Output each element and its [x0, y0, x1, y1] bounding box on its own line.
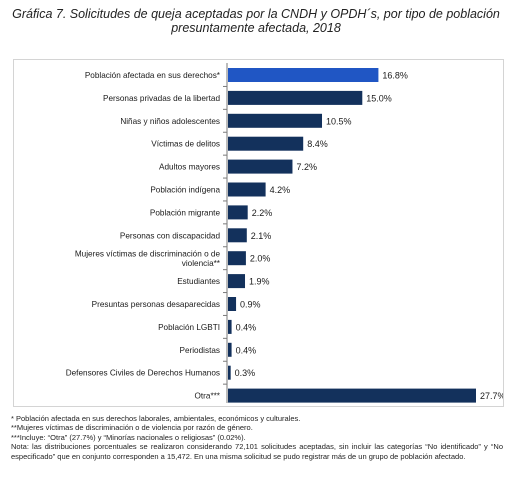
category-label: Otra*** [195, 392, 221, 401]
category-label: Personas privadas de la libertad [103, 94, 220, 103]
value-label: 7.2% [296, 162, 317, 172]
value-label: 0.4% [236, 345, 257, 355]
category-label: Mujeres víctimas de discriminación o de v… [75, 249, 221, 268]
category-label: Población indígena [150, 186, 220, 195]
bar-chart: 16.8% Población afectada en sus derechos*… [66, 63, 503, 403]
value-label: 4.2% [270, 185, 291, 195]
footnote-3: ***Incluye: “Otra” (27.7%) y “Minorías n… [11, 432, 246, 442]
chart-title: Gráfica 7. Solicitudes de queja aceptada… [6, 7, 506, 35]
footnote-note: Nota: las distribuciones porcentuales se… [11, 442, 503, 461]
bar [228, 182, 266, 197]
bar [228, 228, 247, 243]
bar [228, 388, 476, 403]
footnote-1: * Población afectada en sus derechos lab… [11, 414, 301, 423]
value-label: 0.4% [236, 322, 257, 332]
value-label: 2.0% [250, 254, 271, 264]
bar [228, 365, 231, 380]
bar [228, 319, 232, 334]
footnote-2: **Mujeres víctimas de discriminación o d… [11, 423, 253, 433]
category-label: Defensores Civiles de Derechos Humanos [66, 369, 220, 378]
bar [228, 274, 246, 289]
category-label: Población LGBTI [158, 323, 220, 332]
value-label: 10.5% [326, 116, 352, 126]
bar [228, 68, 379, 82]
bar [228, 251, 246, 266]
category-label: Población migrante [150, 208, 221, 217]
bar [228, 297, 237, 311]
value-label: 8.4% [307, 139, 328, 149]
category-label: Adultos mayores [159, 163, 220, 172]
bar [228, 342, 232, 357]
category-label: Población afectada en sus derechos* [85, 71, 221, 80]
bar [228, 113, 323, 128]
category-label: Víctimas de delitos [151, 140, 220, 149]
value-label: 2.1% [251, 231, 272, 241]
value-label: 15.0% [366, 93, 392, 103]
chart-title-line-1: Gráfica 7. Solicitudes de queja aceptada… [12, 7, 500, 21]
value-label: 2.2% [252, 208, 273, 218]
category-label: Presuntas personas desaparecidas [92, 300, 220, 309]
chart-area: 16.8% Población afectada en sus derechos*… [13, 59, 504, 407]
category-label: Personas con discapacidad [120, 231, 221, 240]
bar [228, 205, 248, 220]
value-label: 1.9% [249, 277, 270, 287]
category-label: Niñas y niños adolescentes [120, 117, 220, 126]
value-label: 0.3% [235, 368, 256, 378]
bar [228, 159, 293, 174]
value-label: 27.7% [480, 391, 503, 401]
footnotes: * Población afectada en sus derechos lab… [11, 414, 503, 461]
category-label: Periodistas [179, 346, 220, 355]
bar [228, 90, 363, 105]
category-label: Estudiantes [177, 277, 220, 286]
bar [228, 136, 304, 151]
chart-title-line-2: presuntamente afectada, 2018 [171, 21, 341, 35]
value-label: 0.9% [240, 300, 261, 310]
value-label: 16.8% [382, 71, 408, 81]
